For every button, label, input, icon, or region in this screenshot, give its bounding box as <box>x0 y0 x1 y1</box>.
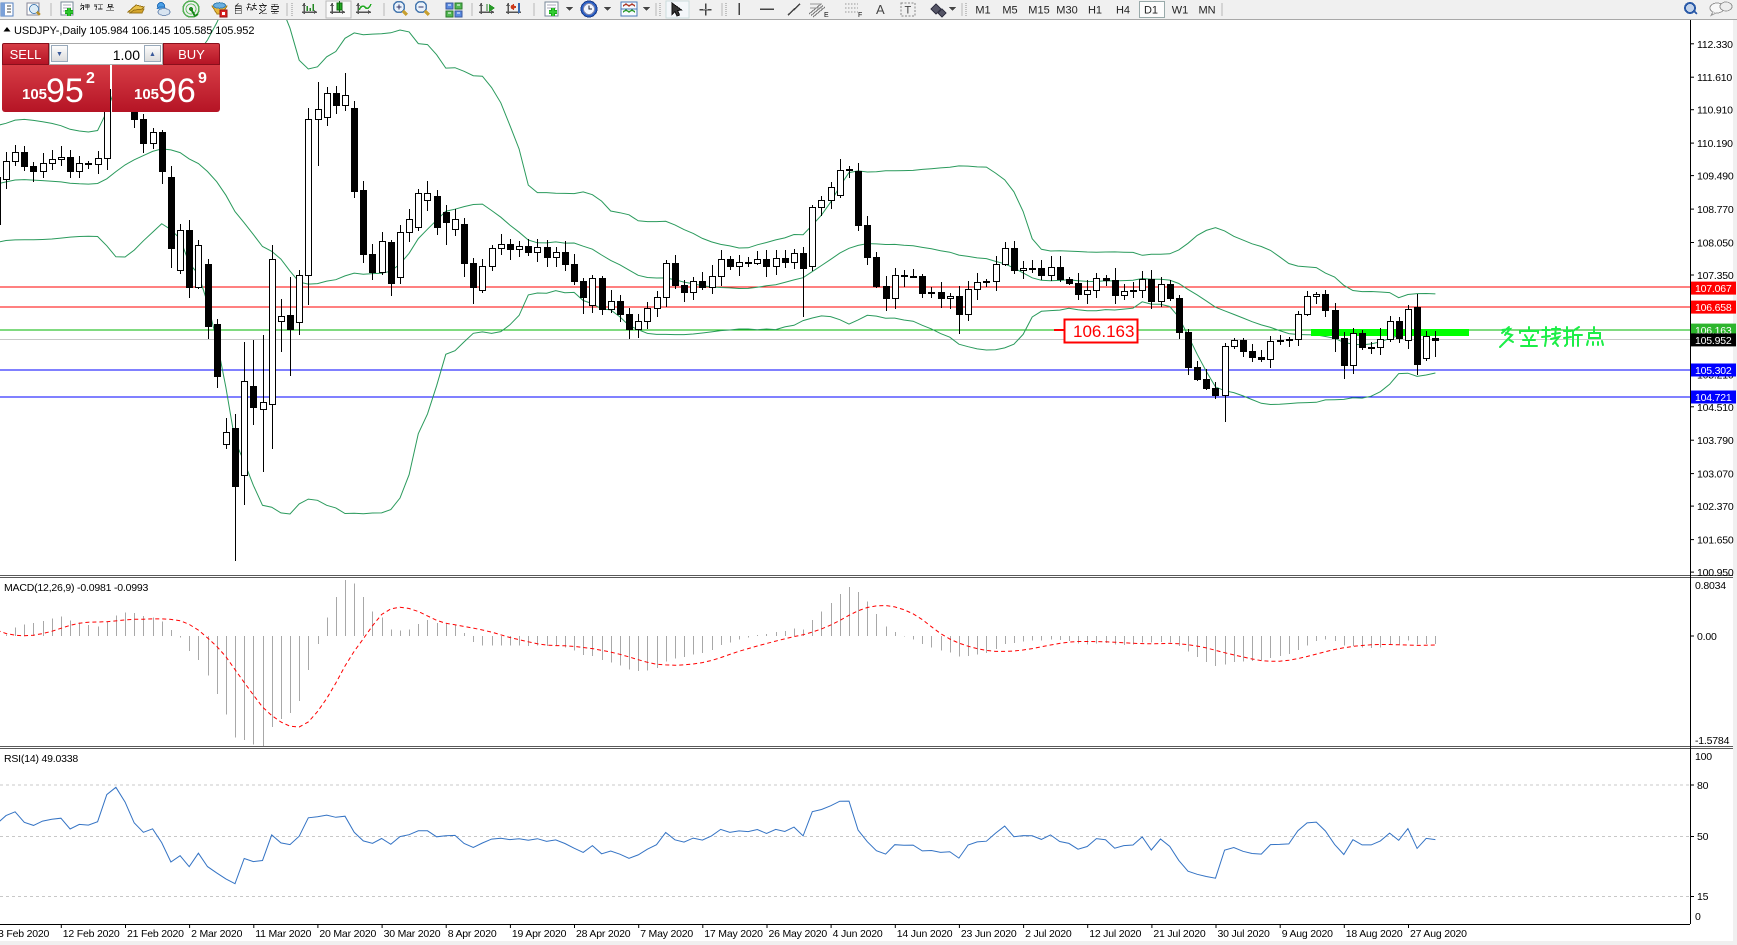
svg-text:100.950: 100.950 <box>1697 567 1734 579</box>
svg-text:MACD(12,26,9) -0.0981 -0.0993: MACD(12,26,9) -0.0981 -0.0993 <box>4 582 149 594</box>
svg-text:106.163: 106.163 <box>1073 322 1134 341</box>
svg-text:30 Mar 2020: 30 Mar 2020 <box>384 928 441 940</box>
svg-text:111.610: 111.610 <box>1697 72 1732 84</box>
svg-text:0.8034: 0.8034 <box>1695 580 1726 592</box>
svg-text:26 May 2020: 26 May 2020 <box>769 928 828 940</box>
svg-text:105.952: 105.952 <box>1695 335 1732 347</box>
svg-text:0: 0 <box>1695 911 1701 923</box>
svg-text:2 Jul 2020: 2 Jul 2020 <box>1025 928 1072 940</box>
svg-text:H1: H1 <box>1088 5 1102 17</box>
svg-text:F: F <box>858 12 862 19</box>
svg-text:80: 80 <box>1697 780 1709 792</box>
svg-text:108.770: 108.770 <box>1697 204 1734 216</box>
svg-text:M15: M15 <box>1028 5 1049 17</box>
svg-text:E: E <box>824 12 829 19</box>
svg-text:RSI(14) 49.0338: RSI(14) 49.0338 <box>4 753 78 765</box>
svg-text:4 Jun 2020: 4 Jun 2020 <box>833 928 883 940</box>
svg-text:107.350: 107.350 <box>1697 270 1734 282</box>
svg-text:28 Apr 2020: 28 Apr 2020 <box>576 928 631 940</box>
svg-text:W1: W1 <box>1172 5 1189 17</box>
svg-text:19 Apr 2020: 19 Apr 2020 <box>512 928 567 940</box>
svg-text:101.650: 101.650 <box>1697 535 1734 547</box>
svg-text:-1.5784: -1.5784 <box>1695 735 1730 747</box>
svg-text:100: 100 <box>1695 751 1712 763</box>
svg-text:M5: M5 <box>1002 5 1017 17</box>
svg-text:17 May 2020: 17 May 2020 <box>704 928 763 940</box>
svg-text:104.721: 104.721 <box>1695 392 1732 404</box>
svg-text:27 Aug 2020: 27 Aug 2020 <box>1410 928 1467 940</box>
svg-text:12 Jul 2020: 12 Jul 2020 <box>1089 928 1141 940</box>
svg-text:USDJPY-,Daily 105.984 106.145: USDJPY-,Daily 105.984 106.145 105.585 10… <box>14 25 254 37</box>
svg-text:23 Jun 2020: 23 Jun 2020 <box>961 928 1017 940</box>
svg-text:D1: D1 <box>1144 5 1158 17</box>
svg-text:106.658: 106.658 <box>1695 302 1732 314</box>
svg-text:15: 15 <box>1697 891 1709 903</box>
svg-text:M30: M30 <box>1056 5 1077 17</box>
svg-text:A: A <box>876 2 885 17</box>
svg-text:103.790: 103.790 <box>1697 435 1734 447</box>
svg-text:20 Mar 2020: 20 Mar 2020 <box>319 928 376 940</box>
svg-text:7 May 2020: 7 May 2020 <box>640 928 693 940</box>
svg-text:H4: H4 <box>1116 5 1130 17</box>
svg-text:2 Mar 2020: 2 Mar 2020 <box>191 928 242 940</box>
svg-text:MN: MN <box>1198 5 1215 17</box>
svg-text:30 Jul 2020: 30 Jul 2020 <box>1218 928 1270 940</box>
svg-text:110.190: 110.190 <box>1697 138 1733 150</box>
svg-text:21 Jul 2020: 21 Jul 2020 <box>1153 928 1205 940</box>
svg-text:105.302: 105.302 <box>1695 365 1732 377</box>
svg-text:104.510: 104.510 <box>1697 402 1734 414</box>
svg-text:108.050: 108.050 <box>1697 238 1734 250</box>
svg-text:109.490: 109.490 <box>1697 171 1734 183</box>
svg-text:12 Feb 2020: 12 Feb 2020 <box>63 928 120 940</box>
svg-text:0.00: 0.00 <box>1697 631 1717 643</box>
svg-text:9 Aug 2020: 9 Aug 2020 <box>1282 928 1333 940</box>
svg-text:18 Aug 2020: 18 Aug 2020 <box>1346 928 1403 940</box>
svg-text:110.910: 110.910 <box>1697 105 1733 117</box>
svg-text:M1: M1 <box>975 5 990 17</box>
svg-text:11 Mar 2020: 11 Mar 2020 <box>255 928 311 940</box>
svg-text:103.070: 103.070 <box>1697 469 1734 481</box>
svg-text:14 Jun 2020: 14 Jun 2020 <box>897 928 953 940</box>
svg-text:3 Feb 2020: 3 Feb 2020 <box>0 928 49 940</box>
svg-text:107.067: 107.067 <box>1695 283 1732 295</box>
svg-text:50: 50 <box>1697 831 1709 843</box>
svg-text:8 Apr 2020: 8 Apr 2020 <box>448 928 497 940</box>
svg-text:112.330: 112.330 <box>1697 39 1733 51</box>
svg-text:T: T <box>905 5 912 17</box>
svg-text:102.370: 102.370 <box>1697 501 1734 513</box>
svg-text:21 Feb 2020: 21 Feb 2020 <box>127 928 184 940</box>
